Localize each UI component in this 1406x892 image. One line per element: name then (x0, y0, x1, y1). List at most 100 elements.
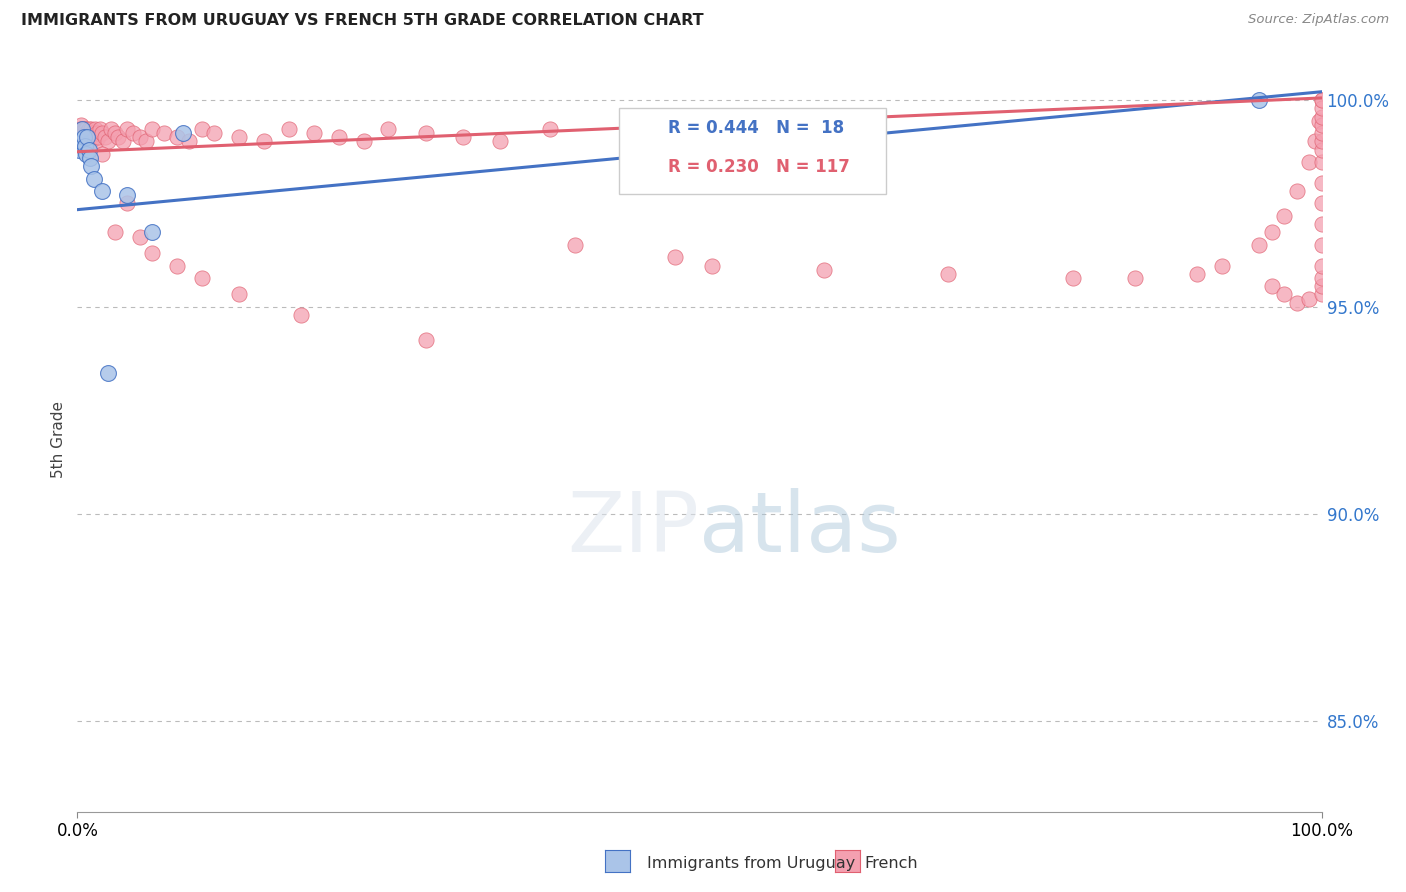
Point (72, 134, 94, 148)
Point (1310, 155, 1333, 169)
Point (73, 126, 96, 140)
Point (1187, 267, 1209, 281)
Point (141, 246, 163, 260)
Point (1310, 287, 1333, 301)
Point (93, 130, 115, 145)
Point (75, 126, 97, 140)
Point (91, 184, 114, 198)
Point (75, 130, 97, 145)
Point (107, 130, 129, 145)
Point (128, 130, 150, 145)
Point (67, 134, 90, 148)
Point (69, 138, 91, 153)
Point (128, 229, 150, 244)
Point (228, 287, 250, 301)
Point (1310, 143, 1333, 157)
Point (91, 126, 114, 140)
Point (1310, 110, 1333, 124)
Point (290, 308, 312, 322)
Text: IMMIGRANTS FROM URUGUAY VS FRENCH 5TH GRADE CORRELATION CHART: IMMIGRANTS FROM URUGUAY VS FRENCH 5TH GR… (21, 13, 704, 29)
Point (70, 134, 93, 148)
Point (328, 130, 350, 145)
Point (700, 259, 723, 273)
Point (277, 122, 299, 136)
Point (813, 262, 835, 277)
Point (89, 122, 111, 136)
Point (75, 122, 97, 136)
Point (72, 126, 94, 140)
Point (82, 126, 104, 140)
Text: atlas: atlas (700, 488, 901, 569)
Point (302, 126, 325, 140)
Point (67, 126, 90, 140)
Point (69, 126, 91, 140)
Point (1298, 155, 1320, 169)
Point (69, 130, 91, 145)
Point (79, 130, 101, 145)
Point (67, 130, 90, 145)
Point (1310, 259, 1333, 273)
Point (69, 122, 91, 136)
Point (76, 126, 98, 140)
Point (664, 250, 686, 264)
Point (70, 122, 93, 136)
Point (69, 134, 91, 148)
Point (80, 134, 103, 148)
Text: French: French (865, 855, 918, 871)
Point (1249, 93, 1271, 107)
Point (1211, 259, 1233, 273)
Point (172, 126, 194, 140)
Text: Immigrants from Uruguay: Immigrants from Uruguay (647, 855, 855, 871)
Point (112, 134, 135, 148)
Point (73, 130, 96, 145)
Point (1310, 279, 1333, 293)
Point (1285, 295, 1308, 310)
Point (1305, 134, 1327, 148)
Point (104, 126, 127, 140)
Point (166, 130, 188, 145)
Point (228, 130, 250, 145)
Point (87, 130, 110, 145)
Point (104, 226, 127, 240)
Point (153, 126, 176, 140)
Point (100, 122, 122, 136)
Point (538, 122, 561, 136)
Point (86, 126, 108, 140)
Point (72, 122, 94, 136)
Point (166, 259, 188, 273)
Point (70, 134, 93, 148)
Point (73, 138, 96, 153)
Point (79, 151, 101, 165)
Point (72, 126, 94, 140)
Point (1249, 237, 1271, 252)
Point (191, 271, 214, 285)
Point (1310, 118, 1333, 132)
Point (1272, 209, 1295, 223)
Point (115, 196, 138, 211)
Point (353, 134, 375, 148)
Point (115, 122, 138, 136)
Point (76, 130, 98, 145)
Point (415, 126, 437, 140)
Point (83, 171, 105, 186)
Point (141, 122, 163, 136)
Point (115, 188, 138, 202)
Point (1062, 271, 1084, 285)
Point (377, 122, 399, 136)
Point (72, 134, 94, 148)
Point (1310, 196, 1333, 211)
Point (77, 143, 100, 157)
Point (70, 118, 93, 132)
Point (135, 134, 157, 148)
Point (72, 130, 94, 145)
Point (72, 130, 94, 145)
Point (73, 122, 96, 136)
Point (1310, 271, 1333, 285)
Text: ZIP: ZIP (568, 488, 700, 569)
Point (84, 134, 107, 148)
Point (1308, 113, 1330, 128)
Point (179, 134, 201, 148)
Point (72, 130, 94, 145)
Point (70, 130, 93, 145)
Point (938, 267, 960, 281)
